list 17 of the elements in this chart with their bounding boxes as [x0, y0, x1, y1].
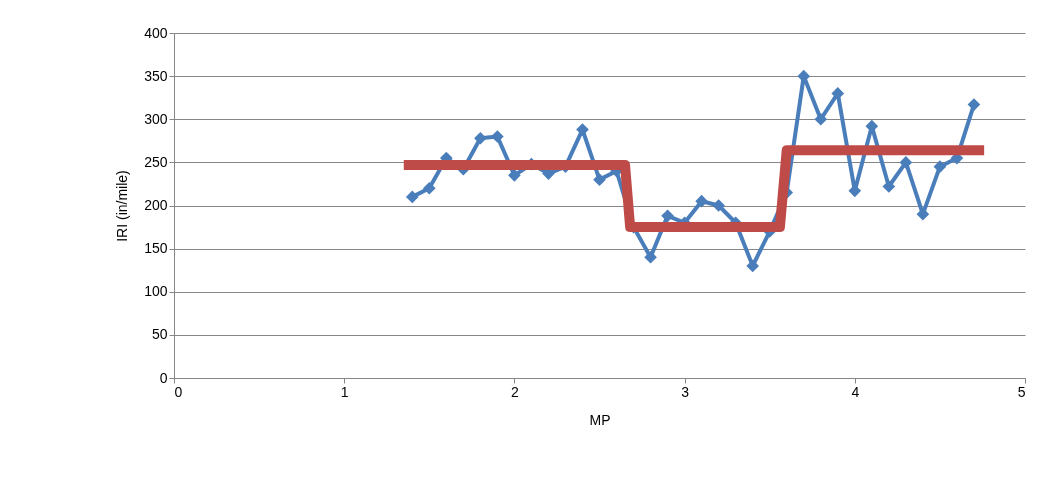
- x-tick-label: 0: [174, 383, 183, 400]
- x-tick-label: 4: [851, 383, 860, 400]
- y-tick-label: 250: [144, 153, 168, 170]
- x-tick-label: 3: [681, 383, 690, 400]
- y-tick-label: 150: [144, 240, 168, 257]
- x-tick-label: 1: [340, 383, 349, 400]
- x-tick-label: 2: [511, 383, 519, 400]
- x-tick-label: 5: [1017, 383, 1026, 400]
- y-tick-label: 0: [159, 369, 168, 386]
- y-tick-label: 350: [144, 67, 168, 84]
- y-axis-title: IRI (in/mile): [114, 170, 131, 242]
- y-tick-label: 200: [144, 197, 168, 213]
- x-axis-title: MP: [589, 411, 611, 428]
- y-tick-label: 400: [144, 24, 168, 41]
- y-tick-label: 100: [144, 283, 168, 300]
- y-tick-label: 50: [151, 326, 168, 343]
- y-tick-label: 300: [144, 110, 168, 127]
